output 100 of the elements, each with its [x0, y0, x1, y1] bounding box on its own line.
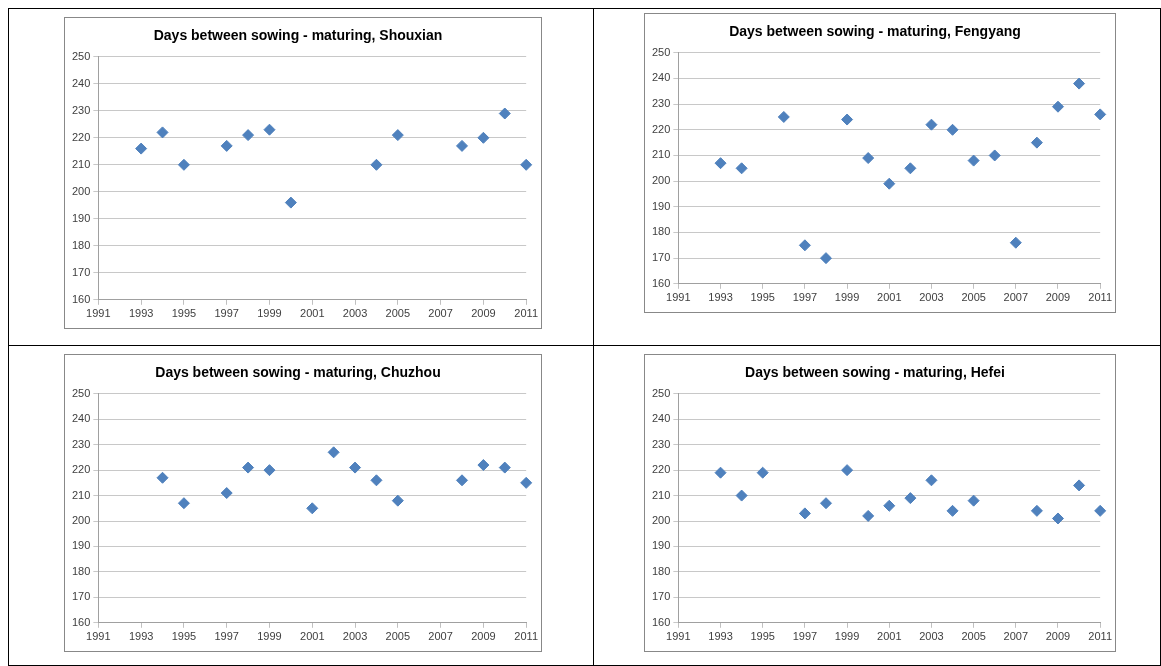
x-tick-label: 2011: [1088, 630, 1112, 643]
y-tick-label: 220: [651, 463, 671, 476]
y-tick-label: 170: [71, 590, 91, 603]
x-tick-label: 1995: [171, 630, 197, 643]
x-tick-label: 2001: [300, 630, 325, 643]
y-tick-label: 220: [651, 122, 671, 135]
x-tick-label: 2007: [1003, 291, 1029, 304]
point: [735, 489, 748, 502]
y-tick-label: 210: [651, 488, 671, 501]
x-tick-label: 2011: [1088, 291, 1112, 304]
point: [391, 494, 404, 507]
y-tick-label: 230: [651, 437, 671, 450]
y-tick-label: 200: [71, 514, 91, 527]
y-tick-label: 250: [651, 386, 671, 399]
point: [798, 507, 811, 520]
x-tick-label: 1991: [86, 307, 111, 320]
point: [714, 466, 727, 479]
x-tick-label: 2003: [342, 630, 368, 643]
point: [135, 142, 148, 155]
y-tick-label: 240: [651, 412, 671, 425]
y-tick-label: 170: [651, 251, 671, 264]
point: [841, 113, 854, 126]
y-tick-label: 170: [71, 265, 91, 278]
x-tick-label: 2005: [385, 307, 411, 320]
x-tick-label: 2009: [1045, 630, 1071, 643]
x-tick-label: 1995: [171, 307, 197, 320]
point: [284, 196, 297, 209]
y-tick-label: 210: [71, 157, 91, 170]
point: [456, 139, 468, 152]
y-tick-label: 190: [71, 539, 91, 552]
point: [263, 464, 276, 477]
point: [177, 158, 190, 171]
y-tick-label: 190: [651, 199, 671, 212]
y-tick-label: 250: [651, 45, 671, 58]
point: [904, 162, 917, 175]
point: [242, 129, 255, 142]
point: [477, 131, 490, 144]
x-tick-label: 1999: [257, 630, 282, 643]
point: [242, 461, 255, 474]
point: [370, 474, 383, 487]
x-tick-label: 2007: [428, 630, 453, 643]
point: [327, 446, 340, 459]
x-tick-label: 1997: [792, 291, 818, 304]
point: [883, 177, 896, 190]
y-tick-label: 180: [71, 564, 91, 577]
y-tick-label: 160: [651, 276, 671, 289]
chart-title: Days between sowing - maturing, Hefei: [745, 364, 1005, 381]
point: [520, 476, 533, 489]
x-tick-label: 2009: [471, 307, 496, 320]
point: [1073, 77, 1086, 90]
x-tick-label: 2011: [514, 630, 538, 643]
x-tick-label: 2007: [1003, 630, 1029, 643]
y-tick-label: 250: [71, 49, 91, 62]
y-tick-label: 200: [651, 174, 671, 187]
point: [967, 154, 980, 167]
point: [220, 139, 233, 152]
point: [220, 487, 233, 500]
point: [756, 466, 769, 479]
chart-title: Days between sowing - maturing, Chuzhou: [155, 364, 441, 381]
x-tick-label: 1993: [708, 291, 733, 304]
point: [177, 497, 190, 510]
point: [156, 471, 169, 484]
x-tick-label: 1995: [750, 291, 775, 304]
point: [988, 149, 1001, 162]
y-tick-label: 170: [651, 590, 671, 603]
x-tick-label: 1999: [834, 630, 860, 643]
point: [904, 492, 917, 505]
y-tick-label: 220: [71, 463, 91, 476]
point: [714, 157, 727, 170]
x-tick-label: 1993: [708, 630, 733, 643]
point: [946, 504, 959, 517]
x-tick-label: 2003: [342, 307, 368, 320]
point: [1073, 479, 1086, 492]
point: [862, 509, 875, 522]
point: [498, 107, 511, 120]
y-tick-label: 210: [71, 488, 91, 501]
x-tick-label: 1999: [834, 291, 860, 304]
point: [798, 239, 811, 252]
x-tick-label: 2009: [471, 630, 496, 643]
point: [391, 129, 404, 142]
point: [306, 502, 319, 515]
x-tick-label: 1999: [257, 307, 282, 320]
x-tick-label: 1991: [86, 630, 111, 643]
chart-title: Days between sowing - maturing, Shouxian: [153, 27, 443, 44]
x-tick-label: 2005: [961, 630, 986, 643]
y-tick-label: 160: [651, 615, 671, 628]
x-tick-label: 2003: [919, 291, 944, 304]
y-tick-label: 180: [71, 238, 91, 251]
y-tick-label: 200: [71, 184, 91, 197]
x-tick-label: 2001: [300, 307, 325, 320]
y-tick-label: 160: [71, 615, 91, 628]
x-tick-label: 1991: [666, 291, 691, 304]
point: [735, 162, 748, 175]
y-tick-label: 240: [651, 71, 671, 84]
point: [925, 118, 938, 131]
point: [1094, 108, 1107, 121]
point: [456, 474, 468, 487]
x-tick-label: 2009: [1045, 291, 1071, 304]
x-tick-label: 1997: [792, 630, 818, 643]
point: [498, 461, 511, 474]
